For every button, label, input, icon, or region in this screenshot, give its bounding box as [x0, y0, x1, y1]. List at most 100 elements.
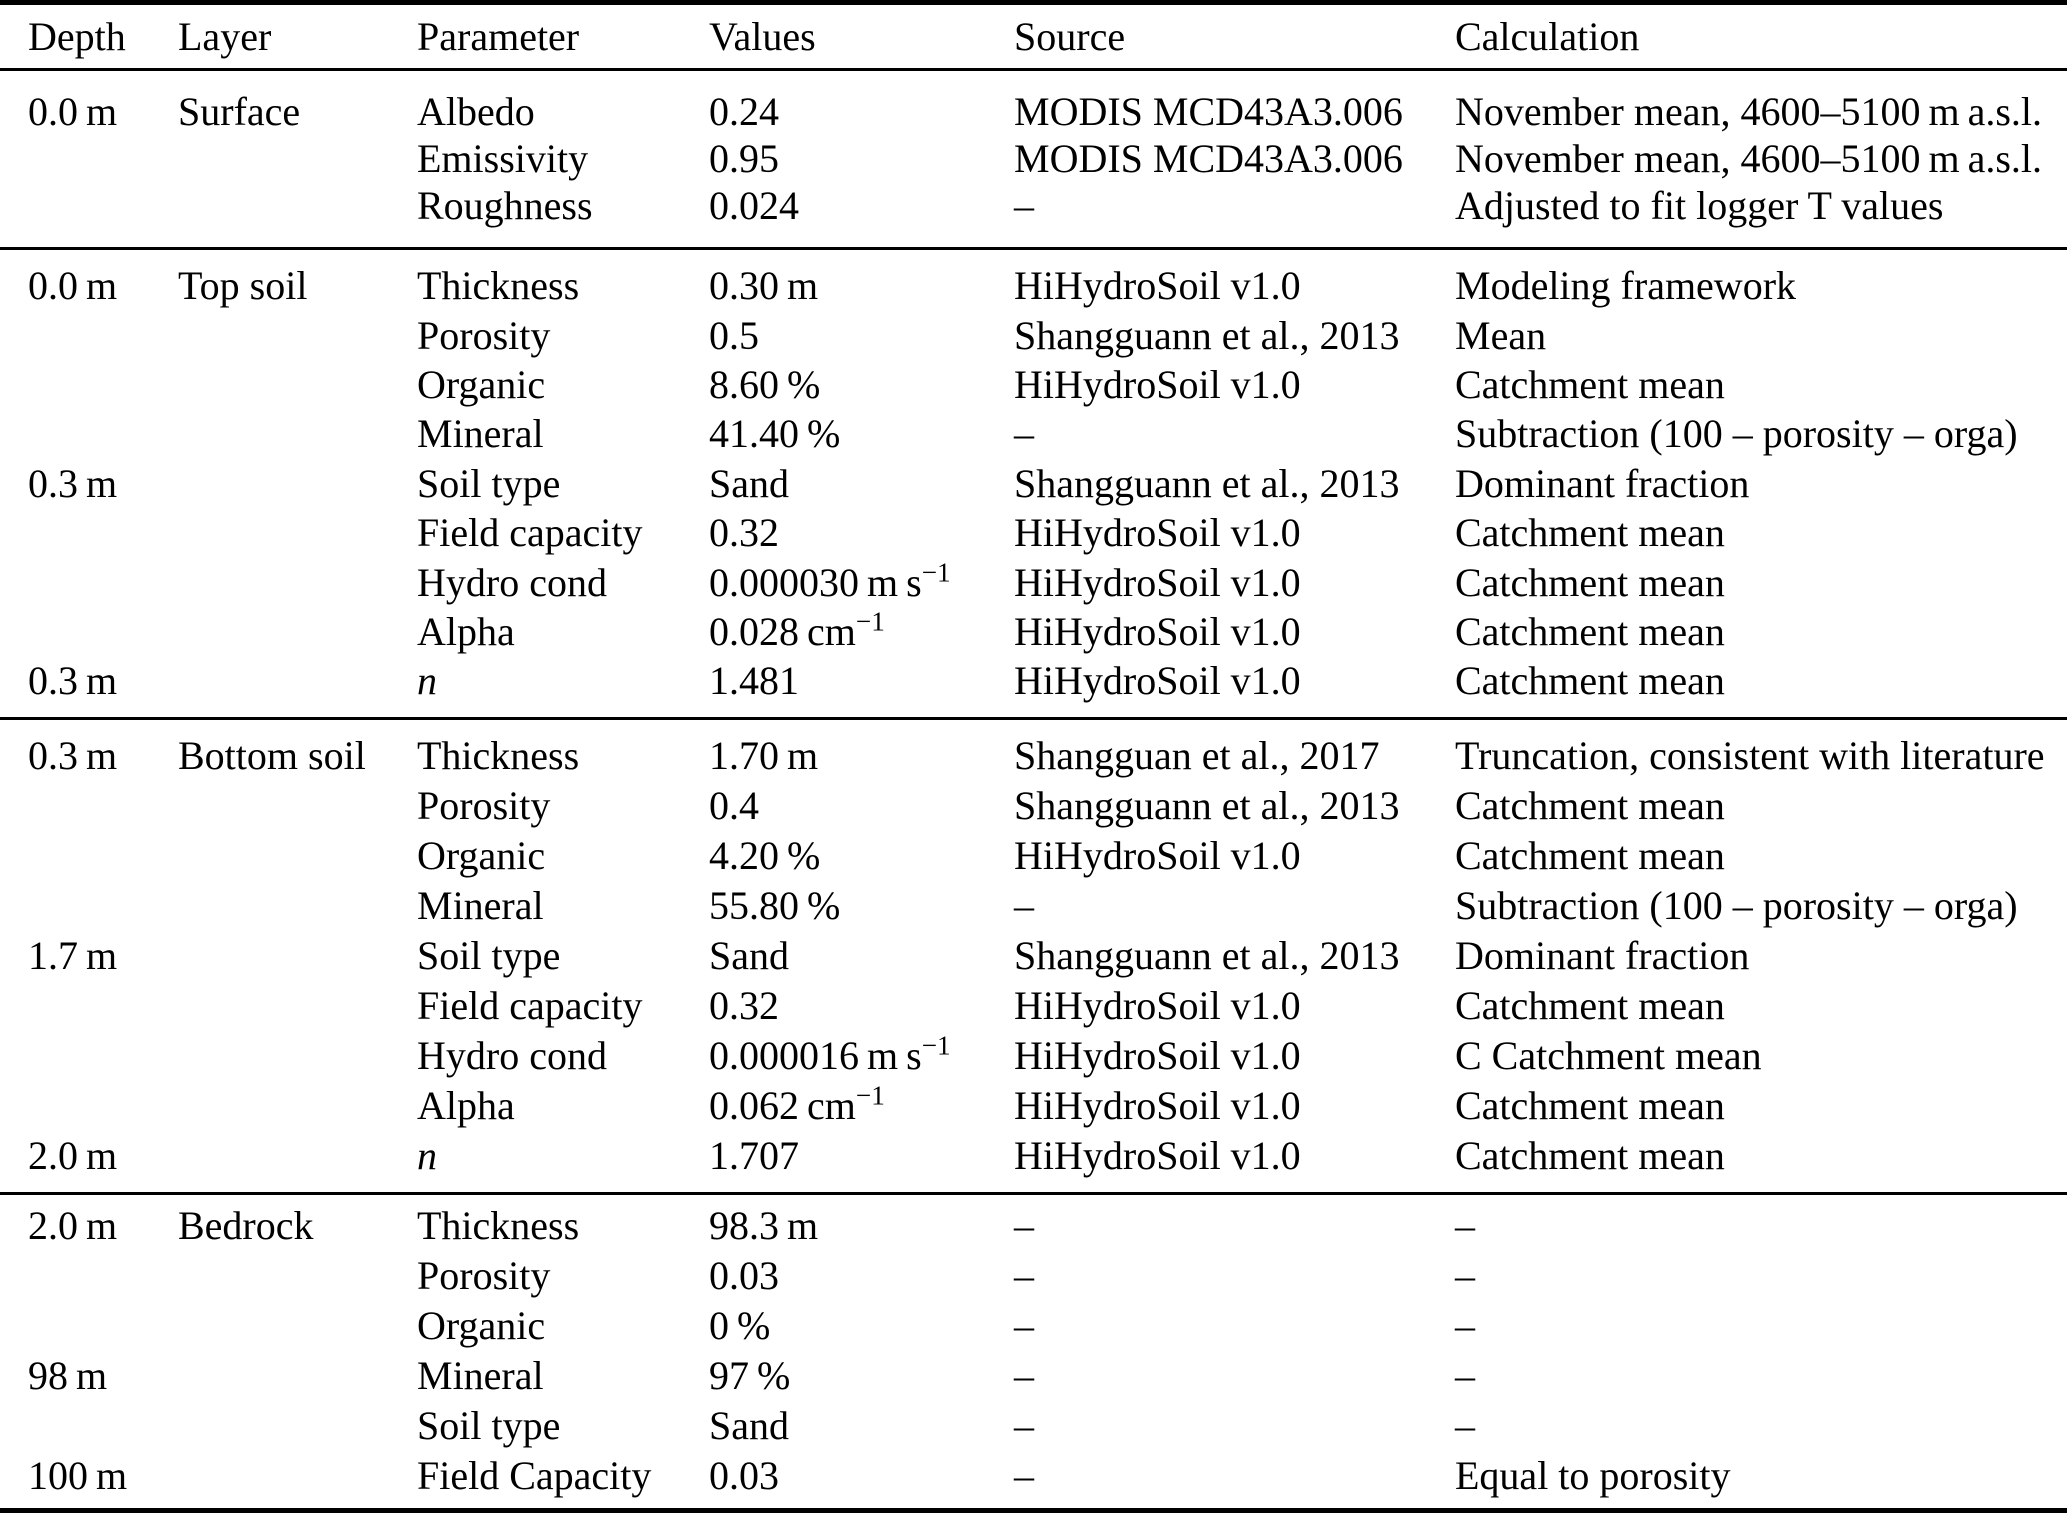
section-divider-rule: [0, 247, 2067, 250]
cell-source: HiHydroSoil v1.0: [1014, 833, 1301, 879]
cell-source: Shangguann et al., 2013: [1014, 460, 1400, 506]
cell-values: 0.95: [709, 136, 779, 181]
cell-parameter: Field Capacity: [417, 1453, 652, 1499]
cell-values: 41.40 %: [709, 411, 841, 457]
cell-depth: 0.3 m: [28, 460, 118, 506]
cell-calculation: Catchment mean: [1455, 1133, 1725, 1179]
table-row: 1.7 m Soil type Sand Shangguann et al., 201…: [0, 931, 2067, 981]
cell-parameter: Hydro cond: [417, 559, 607, 605]
cell-values: 0.062 cm−1: [709, 1081, 885, 1129]
cell-parameter: Emissivity: [417, 136, 589, 181]
cell-values: 1.707: [709, 1133, 799, 1179]
cell-source: Shangguan et al., 2017: [1014, 733, 1380, 779]
cell-source: Shangguann et al., 2013: [1014, 933, 1400, 979]
cell-parameter: Organic: [417, 1303, 546, 1349]
cell-parameter: Soil type: [417, 460, 561, 506]
cell-values: 0.24: [709, 89, 779, 134]
cell-parameter: Alpha: [417, 608, 515, 654]
cell-parameter: Soil type: [417, 933, 561, 979]
cell-depth: 2.0 m: [28, 1203, 118, 1249]
cell-calculation: Truncation, consistent with literature: [1455, 733, 2045, 779]
column-header-calculation: Calculation: [1455, 14, 1640, 59]
cell-values: 0.03: [709, 1453, 779, 1499]
cell-parameter: Field capacity: [417, 510, 643, 556]
cell-depth: 0.0 m: [28, 89, 118, 134]
cell-source: –: [1014, 1253, 1034, 1299]
section-top-soil: 0.0 m Top soil Thickness 0.30 m HiHydroSoil …: [0, 250, 2067, 717]
cell-calculation: Mean: [1455, 312, 1547, 358]
cell-source: HiHydroSoil v1.0: [1014, 983, 1301, 1029]
cell-parameter: Alpha: [417, 1083, 515, 1129]
cell-calculation: Catchment mean: [1455, 608, 1725, 654]
cell-calculation: Catchment mean: [1455, 510, 1725, 556]
cell-layer: Surface: [178, 89, 301, 134]
table-bottom-rule: [0, 1507, 2067, 1513]
cell-parameter: Roughness: [417, 183, 593, 228]
cell-parameter: Porosity: [417, 1253, 551, 1299]
cell-values: 8.60 %: [709, 361, 821, 407]
cell-depth: 0.0 m: [28, 263, 118, 309]
cell-parameter: Porosity: [417, 783, 551, 829]
cell-source: HiHydroSoil v1.0: [1014, 1033, 1301, 1079]
cell-values: 98.3 m: [709, 1203, 819, 1249]
cell-parameter: Thickness: [417, 263, 580, 309]
cell-calculation: –: [1455, 1403, 1475, 1449]
cell-source: –: [1014, 1403, 1034, 1449]
cell-calculation: –: [1455, 1253, 1475, 1299]
table-row: 98 m Mineral 97 % – –: [0, 1351, 2067, 1401]
cell-calculation: –: [1455, 1203, 1475, 1249]
cell-parameter: Thickness: [417, 1203, 580, 1249]
cell-source: HiHydroSoil v1.0: [1014, 559, 1301, 605]
cell-calculation: Equal to porosity: [1455, 1453, 1731, 1499]
table-row: Roughness 0.024 – Adjusted to fit logger T …: [0, 182, 2067, 229]
table-row: Organic 0 % – –: [0, 1301, 2067, 1351]
cell-values: 0.32: [709, 510, 779, 556]
cell-source: –: [1014, 1353, 1034, 1399]
cell-source: Shangguann et al., 2013: [1014, 783, 1400, 829]
cell-layer: Bedrock: [178, 1203, 314, 1249]
cell-source: –: [1014, 1303, 1034, 1349]
table-row: 0.3 m n 1.481 HiHydroSoil v1.0 Catchment mea…: [0, 656, 2067, 705]
table-row: Alpha 0.062 cm−1 HiHydroSoil v1.0 Catchment…: [0, 1081, 2067, 1131]
cell-values: 0.028 cm−1: [709, 606, 885, 654]
cell-source: HiHydroSoil v1.0: [1014, 608, 1301, 654]
cell-layer: Bottom soil: [178, 733, 366, 779]
cell-calculation: November mean, 4600–5100 m a.s.l.: [1455, 89, 2043, 134]
cell-values: 97 %: [709, 1353, 791, 1399]
cell-calculation: –: [1455, 1353, 1475, 1399]
cell-calculation: Catchment mean: [1455, 559, 1725, 605]
cell-parameter: Hydro cond: [417, 1033, 607, 1079]
column-header-layer: Layer: [178, 14, 272, 59]
section-surface: 0.0 m Surface Albedo 0.24 MODIS MCD43A3.006 N…: [0, 71, 2067, 247]
table-row: 2.0 m Bedrock Thickness 98.3 m – –: [0, 1201, 2067, 1251]
cell-values: 4.20 %: [709, 833, 821, 879]
cell-values: 0.4: [709, 783, 759, 829]
cell-values: 55.80 %: [709, 883, 841, 929]
header-divider-rule: [0, 68, 2067, 71]
cell-parameter: Mineral: [417, 883, 544, 929]
cell-parameter: Thickness: [417, 733, 580, 779]
cell-source: –: [1014, 883, 1034, 929]
table-top-rule: [0, 0, 2067, 5]
table-row: Porosity 0.4 Shangguann et al., 2013 Catchm…: [0, 781, 2067, 831]
cell-values: 0.5: [709, 312, 759, 358]
table-row: Field capacity 0.32 HiHydroSoil v1.0 Catchm…: [0, 981, 2067, 1031]
cell-values: 0 %: [709, 1303, 771, 1349]
cell-parameter: n: [417, 658, 437, 704]
cell-source: HiHydroSoil v1.0: [1014, 510, 1301, 556]
cell-source: MODIS MCD43A3.006: [1014, 136, 1403, 181]
cell-values: 0.32: [709, 983, 779, 1029]
cell-calculation: Catchment mean: [1455, 833, 1725, 879]
cell-depth: 100 m: [28, 1453, 128, 1499]
cell-source: HiHydroSoil v1.0: [1014, 1133, 1301, 1179]
table-row: Hydro cond 0.000030 m s−1 HiHydroSoil v1.0…: [0, 557, 2067, 606]
cell-parameter: Albedo: [417, 89, 535, 134]
cell-source: HiHydroSoil v1.0: [1014, 1083, 1301, 1129]
cell-values: Sand: [709, 933, 789, 979]
table-row: 2.0 m n 1.707 HiHydroSoil v1.0 Catchment mea…: [0, 1131, 2067, 1181]
cell-values: 0.30 m: [709, 263, 819, 309]
column-header-depth: Depth: [28, 14, 126, 59]
cell-calculation: Dominant fraction: [1455, 460, 1750, 506]
section-divider-rule: [0, 716, 2067, 720]
